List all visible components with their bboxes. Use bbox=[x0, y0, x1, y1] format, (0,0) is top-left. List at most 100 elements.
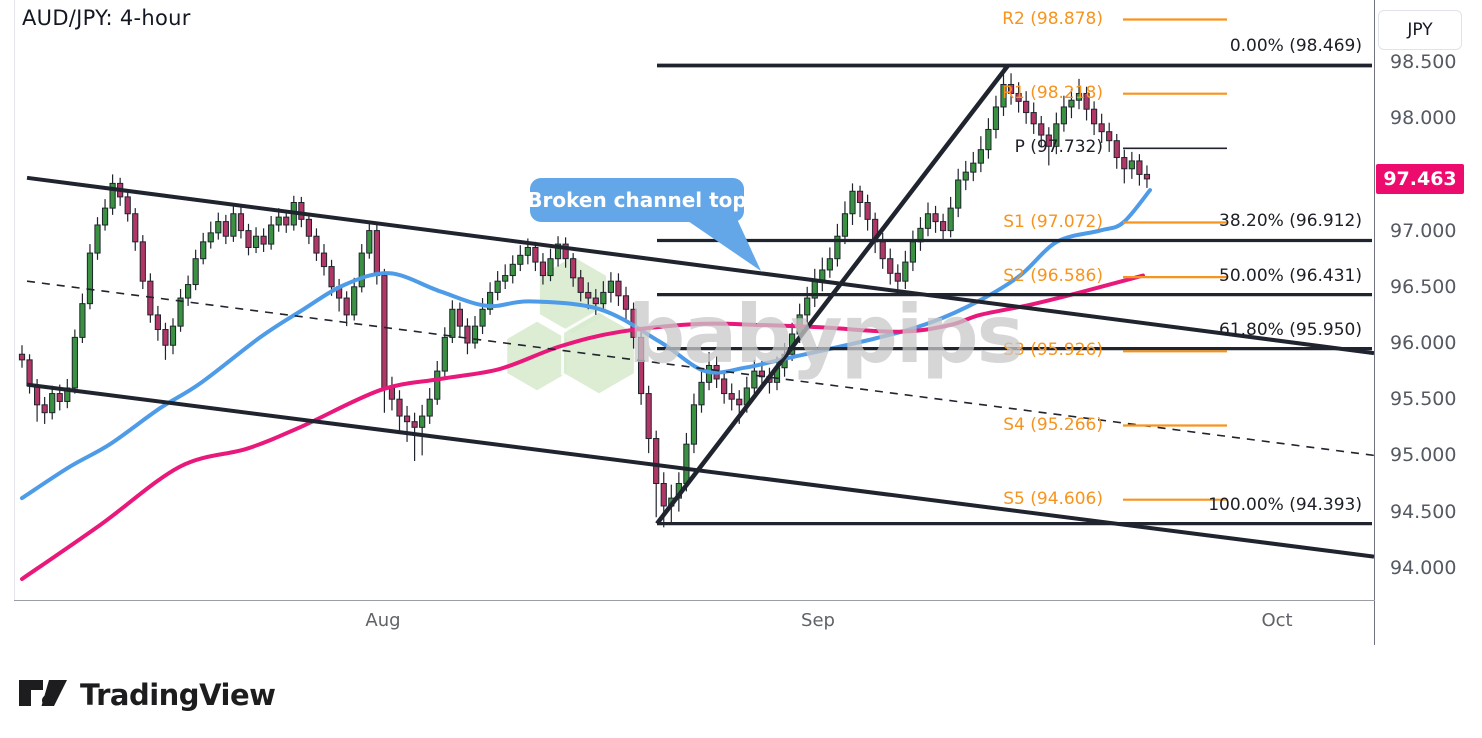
candle-down bbox=[305, 218, 312, 237]
candle-down bbox=[592, 297, 599, 305]
candle-down bbox=[864, 202, 871, 220]
candle-down bbox=[222, 221, 229, 237]
candle-up bbox=[977, 149, 984, 164]
candle-up bbox=[479, 308, 486, 327]
candle-down bbox=[1098, 123, 1105, 133]
ma-blue bbox=[20, 188, 1152, 501]
candle-up bbox=[683, 443, 690, 485]
tradingview-logo-icon bbox=[19, 680, 67, 706]
candle-up bbox=[177, 297, 184, 327]
candle-down bbox=[1045, 134, 1052, 147]
candle-up bbox=[49, 393, 56, 414]
candle-down bbox=[532, 246, 539, 263]
candle-up bbox=[1053, 123, 1060, 147]
candle-up bbox=[600, 291, 607, 305]
candle-down bbox=[132, 213, 139, 243]
candle-down bbox=[373, 230, 380, 277]
candle-down bbox=[615, 280, 622, 297]
babypips-hexagon-watermark bbox=[504, 253, 637, 397]
candle-down bbox=[124, 196, 131, 215]
candle-down bbox=[283, 216, 290, 226]
candle-up bbox=[985, 128, 992, 151]
moving-average-lines bbox=[20, 188, 1152, 581]
candle-up bbox=[268, 224, 275, 245]
candle-down bbox=[1083, 92, 1090, 110]
candle-down bbox=[577, 277, 584, 293]
candle-up bbox=[834, 235, 841, 260]
candle-up bbox=[992, 106, 1000, 130]
candle-down bbox=[139, 241, 146, 282]
time-axis-border bbox=[14, 600, 1376, 601]
candle-up bbox=[1000, 83, 1007, 108]
price-tick-96.500: 96.500 bbox=[1390, 275, 1457, 298]
chart-canvas[interactable]: Broken channel top bbox=[0, 0, 1374, 600]
channel-bottom[interactable] bbox=[26, 382, 1374, 559]
candle-up bbox=[101, 207, 109, 226]
price-tick-96.000: 96.000 bbox=[1390, 332, 1457, 354]
candle-up bbox=[554, 243, 562, 260]
candle-down bbox=[1121, 157, 1128, 170]
candle-up bbox=[71, 336, 78, 389]
price-tick-98.000: 98.000 bbox=[1390, 107, 1457, 130]
candle-up bbox=[947, 207, 954, 232]
candle-down bbox=[34, 385, 41, 406]
last-price-badge: 97.463 bbox=[1376, 163, 1464, 194]
candle-up bbox=[215, 221, 222, 234]
candle-down bbox=[894, 272, 901, 282]
candle-up bbox=[502, 275, 509, 282]
broken-channel-top-callout[interactable]: Broken channel top bbox=[527, 178, 761, 271]
candle-down bbox=[245, 230, 252, 248]
candle-down bbox=[56, 393, 63, 402]
candle-up bbox=[86, 252, 94, 305]
candle-up bbox=[1075, 92, 1083, 101]
price-tick-98.500: 98.500 bbox=[1390, 51, 1457, 73]
candle-down bbox=[721, 378, 728, 395]
candle-down bbox=[645, 393, 652, 440]
price-tick-97.000: 97.000 bbox=[1390, 219, 1457, 242]
candle-up bbox=[275, 216, 282, 226]
candle-up bbox=[79, 303, 86, 338]
tradingview-footer[interactable]: TradingView bbox=[18, 672, 418, 718]
candle-up bbox=[970, 162, 977, 173]
candle-down bbox=[1038, 123, 1045, 136]
page-title: AUD/JPY: 4-hour bbox=[22, 6, 191, 30]
callout-tail bbox=[685, 219, 761, 271]
candle-up bbox=[902, 261, 909, 282]
candle-up bbox=[200, 241, 207, 260]
candle-down bbox=[260, 235, 267, 245]
trendlines-and-fib-lines bbox=[26, 63, 1374, 559]
candle-down bbox=[1106, 131, 1113, 142]
candle-down bbox=[660, 483, 667, 507]
candle-down bbox=[940, 221, 947, 232]
candle-down bbox=[638, 336, 645, 395]
candle-down bbox=[381, 275, 388, 389]
callout-box bbox=[530, 178, 744, 222]
candle-down bbox=[879, 241, 886, 260]
candle-up bbox=[351, 286, 358, 316]
candle-down bbox=[539, 261, 547, 277]
candle-down bbox=[1015, 92, 1022, 102]
channel-top[interactable] bbox=[26, 175, 1374, 356]
price-tick-94.500: 94.500 bbox=[1390, 500, 1457, 523]
candle-up bbox=[962, 171, 969, 181]
candle-up bbox=[524, 246, 531, 256]
candle-up bbox=[252, 235, 260, 248]
candle-down bbox=[1091, 108, 1098, 125]
candle-down bbox=[585, 291, 592, 299]
candle-down bbox=[456, 308, 463, 327]
candle-down bbox=[162, 329, 169, 346]
currency-button[interactable]: JPY bbox=[1378, 10, 1462, 50]
price-axis[interactable]: JPY 97.463 98.500 98.000 97.000 96.500 96.00… bbox=[1375, 0, 1482, 645]
candle-down bbox=[313, 235, 320, 254]
candle-down bbox=[622, 295, 630, 310]
pivot-level-lines bbox=[1123, 18, 1227, 501]
candle-up bbox=[841, 213, 849, 237]
price-tick-95.000: 95.000 bbox=[1390, 444, 1457, 467]
candle-up bbox=[169, 325, 177, 346]
candle-up bbox=[449, 308, 456, 338]
time-axis[interactable]: Aug Sep Oct bbox=[14, 601, 1374, 645]
candle-down bbox=[562, 243, 569, 260]
tradingview-brand-text: TradingView bbox=[80, 678, 276, 712]
candle-up bbox=[419, 415, 426, 428]
candle-down bbox=[1023, 100, 1030, 114]
